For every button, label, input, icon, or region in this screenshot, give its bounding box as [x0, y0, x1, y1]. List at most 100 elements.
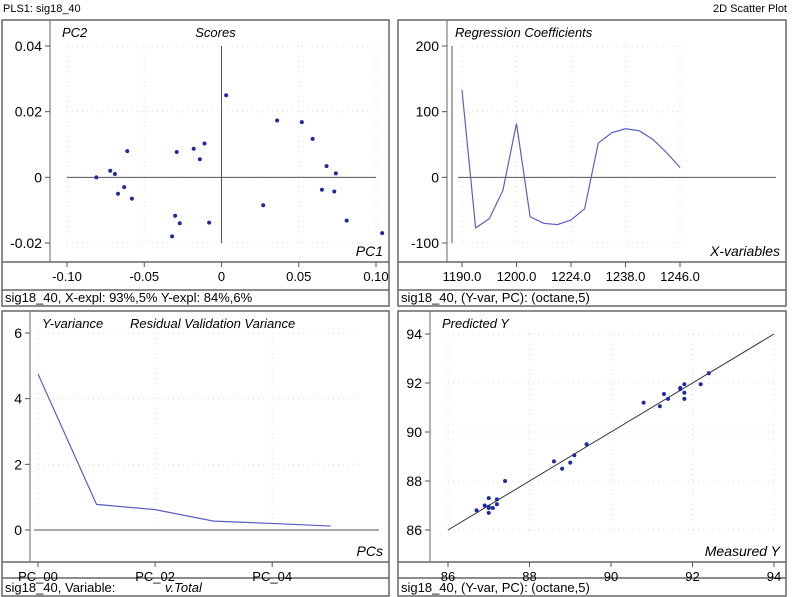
x-axis-label: PCs: [357, 543, 383, 559]
data-point: [275, 118, 280, 123]
data-point: [380, 231, 385, 236]
y-tick-label: 92: [406, 375, 422, 391]
x-tick-label: 90: [604, 569, 618, 584]
data-point: [224, 93, 229, 98]
data-point: [170, 234, 175, 239]
data-point: [108, 168, 113, 173]
data-point: [122, 185, 127, 190]
x-tick-label: PC_00: [18, 569, 58, 584]
x-tick-label: 1190.0: [443, 269, 482, 284]
data-point: [494, 497, 499, 502]
data-point: [682, 390, 687, 395]
data-point: [661, 392, 666, 397]
x-tick-label: PC_02: [135, 569, 175, 584]
data-point: [568, 460, 573, 465]
data-point: [551, 459, 556, 464]
data-point: [207, 220, 212, 225]
data-point: [486, 504, 491, 509]
model-title: PLS1: sig18_40: [3, 3, 81, 15]
x-tick-label: 94: [767, 569, 781, 584]
y-axis-label: Predicted Y: [442, 316, 510, 331]
x-tick-label: PC_04: [252, 569, 292, 584]
data-point: [333, 171, 338, 176]
data-point: [503, 479, 508, 483]
x-tick-label: 0: [218, 269, 225, 284]
data-point: [706, 371, 711, 376]
data-point: [666, 396, 671, 401]
data-point: [94, 175, 99, 180]
plot-caption: sig18_40, (Y-var, PC): (octane,5): [401, 580, 590, 595]
y-tick-label: 100: [416, 104, 440, 120]
data-point: [682, 382, 687, 387]
data-point: [261, 203, 266, 208]
data-point: [560, 466, 565, 471]
series-line: [37, 373, 331, 527]
y-tick-label: 4: [14, 391, 22, 407]
data-point: [344, 218, 349, 223]
data-point: [177, 221, 182, 226]
x-tick-label: 92: [685, 569, 699, 584]
y-tick-label: -100: [411, 235, 439, 251]
x-tick-label: 0.10: [363, 269, 388, 284]
data-point: [584, 442, 589, 447]
data-point: [486, 510, 491, 515]
caption-variable: v.Total: [165, 580, 203, 595]
data-point: [115, 191, 120, 196]
y-tick-label: 94: [406, 326, 422, 342]
data-point: [197, 157, 202, 162]
chart-title: Scores: [195, 25, 236, 40]
x-axis-label: PC1: [356, 243, 383, 259]
data-point: [125, 149, 130, 154]
data-point: [486, 496, 491, 501]
plot-frame-regcoef: [397, 19, 787, 307]
data-point: [572, 453, 577, 458]
plot-frame-scores: [1, 19, 390, 307]
y-axis-label: PC2: [62, 25, 88, 40]
data-point: [657, 404, 662, 409]
plot-type-label: 2D Scatter Plot: [713, 3, 787, 15]
data-point: [682, 396, 687, 401]
x-tick-label: -0.05: [129, 269, 159, 284]
x-axis-label: X-variables: [709, 243, 780, 259]
plot-caption: sig18_40, X-expl: 93%,5% Y-expl: 84%,6%: [5, 290, 253, 305]
y-tick-label: 0.04: [15, 38, 42, 54]
y-tick-label: 6: [14, 325, 22, 341]
data-point: [310, 136, 315, 141]
data-point: [678, 385, 683, 390]
y-tick-label: 0.02: [15, 104, 42, 120]
data-point: [202, 141, 207, 146]
y-tick-label: 86: [406, 522, 422, 538]
plot-caption: sig18_40, Variable:: [5, 580, 115, 595]
plot-frame-predicted: [397, 310, 787, 597]
data-point: [332, 189, 337, 194]
data-point: [174, 150, 179, 155]
plot-frame-yvar: [1, 310, 390, 597]
x-tick-label: 86: [441, 569, 455, 584]
data-point: [698, 382, 703, 387]
plot-caption: sig18_40, (Y-var, PC): (octane,5): [401, 290, 590, 305]
data-point: [173, 213, 178, 218]
x-tick-label: -0.10: [52, 269, 82, 284]
x-tick-label: 1246.0: [660, 269, 700, 284]
data-point: [299, 120, 304, 125]
data-point: [482, 503, 487, 508]
y-tick-label: 2: [14, 456, 22, 472]
y-axis-label: Y-variance: [42, 316, 103, 331]
x-tick-label: 1224.0: [551, 269, 591, 284]
data-point: [112, 172, 117, 177]
y-tick-label: -0.02: [10, 235, 42, 251]
y-tick-label: 88: [406, 473, 422, 489]
x-tick-label: 1200.0: [497, 269, 537, 284]
data-point: [474, 508, 479, 513]
regression-line: [447, 333, 775, 531]
x-tick-label: 88: [522, 569, 536, 584]
y-tick-label: 200: [416, 38, 440, 54]
data-point: [494, 502, 499, 507]
y-tick-label: 0: [34, 169, 42, 185]
data-point: [324, 164, 329, 169]
data-point: [129, 196, 134, 201]
y-tick-label: 0: [14, 522, 22, 538]
chart-title: Residual Validation Variance: [130, 316, 295, 331]
